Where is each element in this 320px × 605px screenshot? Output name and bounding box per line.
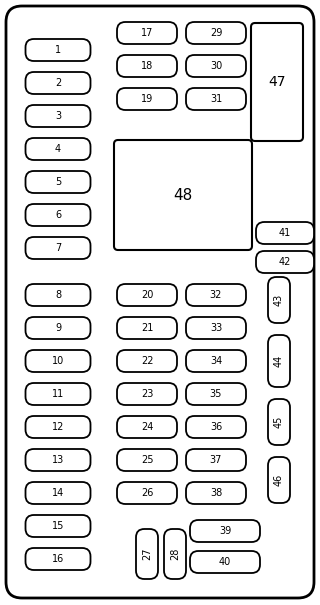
FancyBboxPatch shape <box>268 277 290 323</box>
FancyBboxPatch shape <box>251 23 303 141</box>
Text: 2: 2 <box>55 78 61 88</box>
FancyBboxPatch shape <box>117 317 177 339</box>
FancyBboxPatch shape <box>186 22 246 44</box>
Text: 42: 42 <box>279 257 291 267</box>
FancyBboxPatch shape <box>186 317 246 339</box>
FancyBboxPatch shape <box>186 449 246 471</box>
Text: 25: 25 <box>141 455 153 465</box>
FancyBboxPatch shape <box>117 284 177 306</box>
FancyBboxPatch shape <box>26 317 91 339</box>
Text: 19: 19 <box>141 94 153 104</box>
Text: 45: 45 <box>274 416 284 428</box>
FancyBboxPatch shape <box>26 204 91 226</box>
Text: 10: 10 <box>52 356 64 366</box>
Text: 37: 37 <box>210 455 222 465</box>
Text: 5: 5 <box>55 177 61 187</box>
Text: 13: 13 <box>52 455 64 465</box>
Text: 28: 28 <box>170 548 180 560</box>
Text: 22: 22 <box>141 356 153 366</box>
Text: 27: 27 <box>142 548 152 560</box>
Text: 41: 41 <box>279 228 291 238</box>
FancyBboxPatch shape <box>26 416 91 438</box>
FancyBboxPatch shape <box>268 457 290 503</box>
FancyBboxPatch shape <box>256 222 314 244</box>
FancyBboxPatch shape <box>26 171 91 193</box>
Text: 7: 7 <box>55 243 61 253</box>
FancyBboxPatch shape <box>117 449 177 471</box>
Text: 17: 17 <box>141 28 153 38</box>
FancyBboxPatch shape <box>136 529 158 579</box>
FancyBboxPatch shape <box>186 88 246 110</box>
FancyBboxPatch shape <box>117 350 177 372</box>
FancyBboxPatch shape <box>117 88 177 110</box>
FancyBboxPatch shape <box>268 399 290 445</box>
Text: 39: 39 <box>219 526 231 536</box>
Text: 35: 35 <box>210 389 222 399</box>
Text: 36: 36 <box>210 422 222 432</box>
Text: 26: 26 <box>141 488 153 498</box>
Text: 46: 46 <box>274 474 284 486</box>
FancyBboxPatch shape <box>26 237 91 259</box>
FancyBboxPatch shape <box>190 520 260 542</box>
FancyBboxPatch shape <box>256 251 314 273</box>
FancyBboxPatch shape <box>26 548 91 570</box>
Text: 23: 23 <box>141 389 153 399</box>
Text: 11: 11 <box>52 389 64 399</box>
Text: 47: 47 <box>268 75 286 89</box>
FancyBboxPatch shape <box>186 482 246 504</box>
Text: 6: 6 <box>55 210 61 220</box>
Text: 1: 1 <box>55 45 61 55</box>
Text: 20: 20 <box>141 290 153 300</box>
Text: 38: 38 <box>210 488 222 498</box>
Text: 44: 44 <box>274 355 284 367</box>
Text: 43: 43 <box>274 294 284 306</box>
FancyBboxPatch shape <box>190 551 260 573</box>
FancyBboxPatch shape <box>186 350 246 372</box>
Text: 31: 31 <box>210 94 222 104</box>
FancyBboxPatch shape <box>26 72 91 94</box>
FancyBboxPatch shape <box>114 140 252 250</box>
Text: 33: 33 <box>210 323 222 333</box>
FancyBboxPatch shape <box>26 284 91 306</box>
FancyBboxPatch shape <box>26 350 91 372</box>
FancyBboxPatch shape <box>26 105 91 127</box>
Text: 8: 8 <box>55 290 61 300</box>
Text: 32: 32 <box>210 290 222 300</box>
FancyBboxPatch shape <box>117 383 177 405</box>
FancyBboxPatch shape <box>117 482 177 504</box>
Text: 15: 15 <box>52 521 64 531</box>
Text: 14: 14 <box>52 488 64 498</box>
FancyBboxPatch shape <box>164 529 186 579</box>
FancyBboxPatch shape <box>117 416 177 438</box>
FancyBboxPatch shape <box>186 416 246 438</box>
FancyBboxPatch shape <box>117 55 177 77</box>
FancyBboxPatch shape <box>268 335 290 387</box>
FancyBboxPatch shape <box>26 515 91 537</box>
Text: 16: 16 <box>52 554 64 564</box>
Text: 24: 24 <box>141 422 153 432</box>
FancyBboxPatch shape <box>26 482 91 504</box>
FancyBboxPatch shape <box>26 449 91 471</box>
Text: 48: 48 <box>173 188 193 203</box>
Text: 30: 30 <box>210 61 222 71</box>
Text: 21: 21 <box>141 323 153 333</box>
Text: 4: 4 <box>55 144 61 154</box>
Text: 12: 12 <box>52 422 64 432</box>
FancyBboxPatch shape <box>186 55 246 77</box>
Text: 40: 40 <box>219 557 231 567</box>
Text: 9: 9 <box>55 323 61 333</box>
FancyBboxPatch shape <box>186 284 246 306</box>
Text: 34: 34 <box>210 356 222 366</box>
Text: 18: 18 <box>141 61 153 71</box>
FancyBboxPatch shape <box>117 22 177 44</box>
FancyBboxPatch shape <box>26 39 91 61</box>
FancyBboxPatch shape <box>26 383 91 405</box>
FancyBboxPatch shape <box>26 138 91 160</box>
FancyBboxPatch shape <box>186 383 246 405</box>
FancyBboxPatch shape <box>6 6 314 598</box>
Text: 3: 3 <box>55 111 61 121</box>
Text: 29: 29 <box>210 28 222 38</box>
